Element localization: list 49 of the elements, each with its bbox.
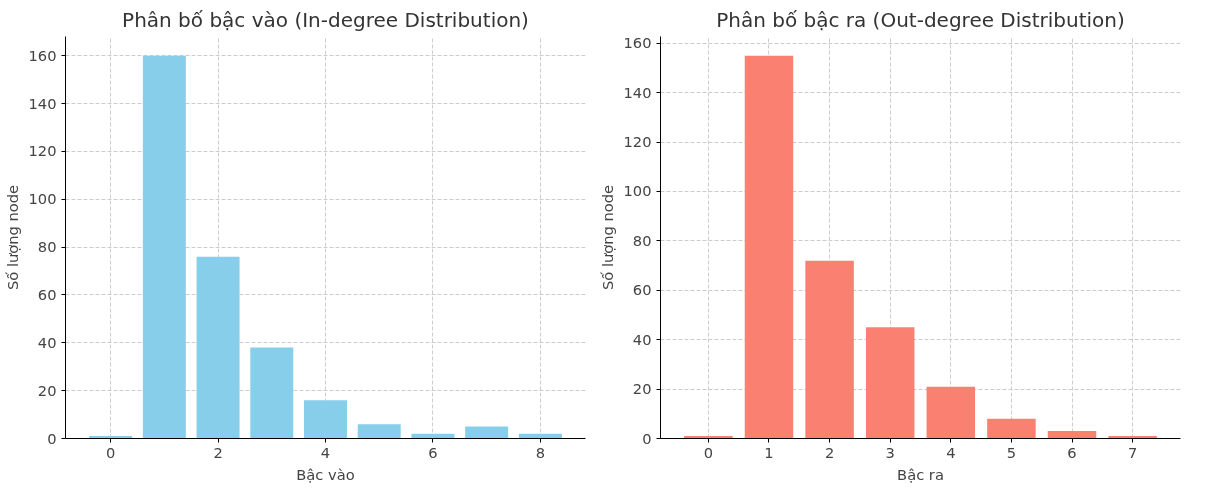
chart-title: Phân bố bậc vào (In-degree Distribution)	[122, 7, 529, 32]
y-tick-label: 160	[623, 34, 652, 52]
chart-title: Phân bố bậc ra (Out-degree Distribution)	[716, 7, 1125, 32]
x-tick-label: 8	[535, 443, 546, 461]
bar	[805, 260, 854, 439]
x-tick-label: 6	[428, 443, 438, 461]
y-tick-label: 60	[37, 285, 57, 303]
bar	[744, 55, 794, 439]
bar	[250, 347, 294, 439]
x-tick-label: 2	[824, 443, 835, 461]
x-tick-label: 0	[703, 443, 714, 461]
bar	[357, 424, 401, 439]
x-tick-label: 7	[1127, 443, 1138, 461]
x-axis-title: Bậc vào	[296, 465, 355, 483]
y-tick-label: 80	[37, 238, 57, 256]
bar	[465, 426, 509, 439]
x-tick-label: 4	[946, 443, 956, 461]
y-axis-title: Số lượng node	[598, 184, 616, 291]
y-tick-label: 40	[632, 330, 652, 348]
y-tick-label: 60	[632, 281, 652, 299]
x-tick-label: 1	[764, 443, 774, 461]
bar	[142, 55, 186, 439]
x-tick-label: 2	[213, 443, 223, 461]
bar	[926, 386, 976, 439]
y-tick-label: 100	[28, 190, 57, 208]
y-axis-title: Số lượng node	[3, 184, 21, 291]
bar	[865, 327, 915, 439]
y-tick-label: 20	[37, 381, 57, 399]
bar	[987, 418, 1036, 439]
x-tick-label: 0	[105, 443, 116, 461]
y-tick-label: 0	[47, 429, 57, 447]
y-tick-label: 20	[632, 380, 652, 398]
bar	[196, 256, 240, 439]
x-tick-label: 4	[320, 443, 331, 461]
x-tick-label: 3	[885, 443, 895, 461]
bar	[304, 400, 347, 439]
y-tick-label: 120	[28, 142, 57, 160]
x-tick-label: 6	[1067, 443, 1077, 461]
y-tick-label: 40	[37, 333, 57, 351]
y-tick-label: 0	[642, 429, 652, 447]
y-tick-label: 80	[632, 231, 652, 249]
y-tick-label: 140	[623, 83, 652, 101]
x-axis-title: Bậc ra	[897, 465, 944, 483]
x-tick-label: 5	[1006, 443, 1017, 461]
y-tick-label: 100	[623, 182, 652, 200]
bar	[1047, 431, 1097, 439]
y-tick-label: 120	[623, 133, 652, 151]
y-tick-label: 160	[28, 46, 57, 64]
y-tick-label: 140	[28, 94, 57, 112]
